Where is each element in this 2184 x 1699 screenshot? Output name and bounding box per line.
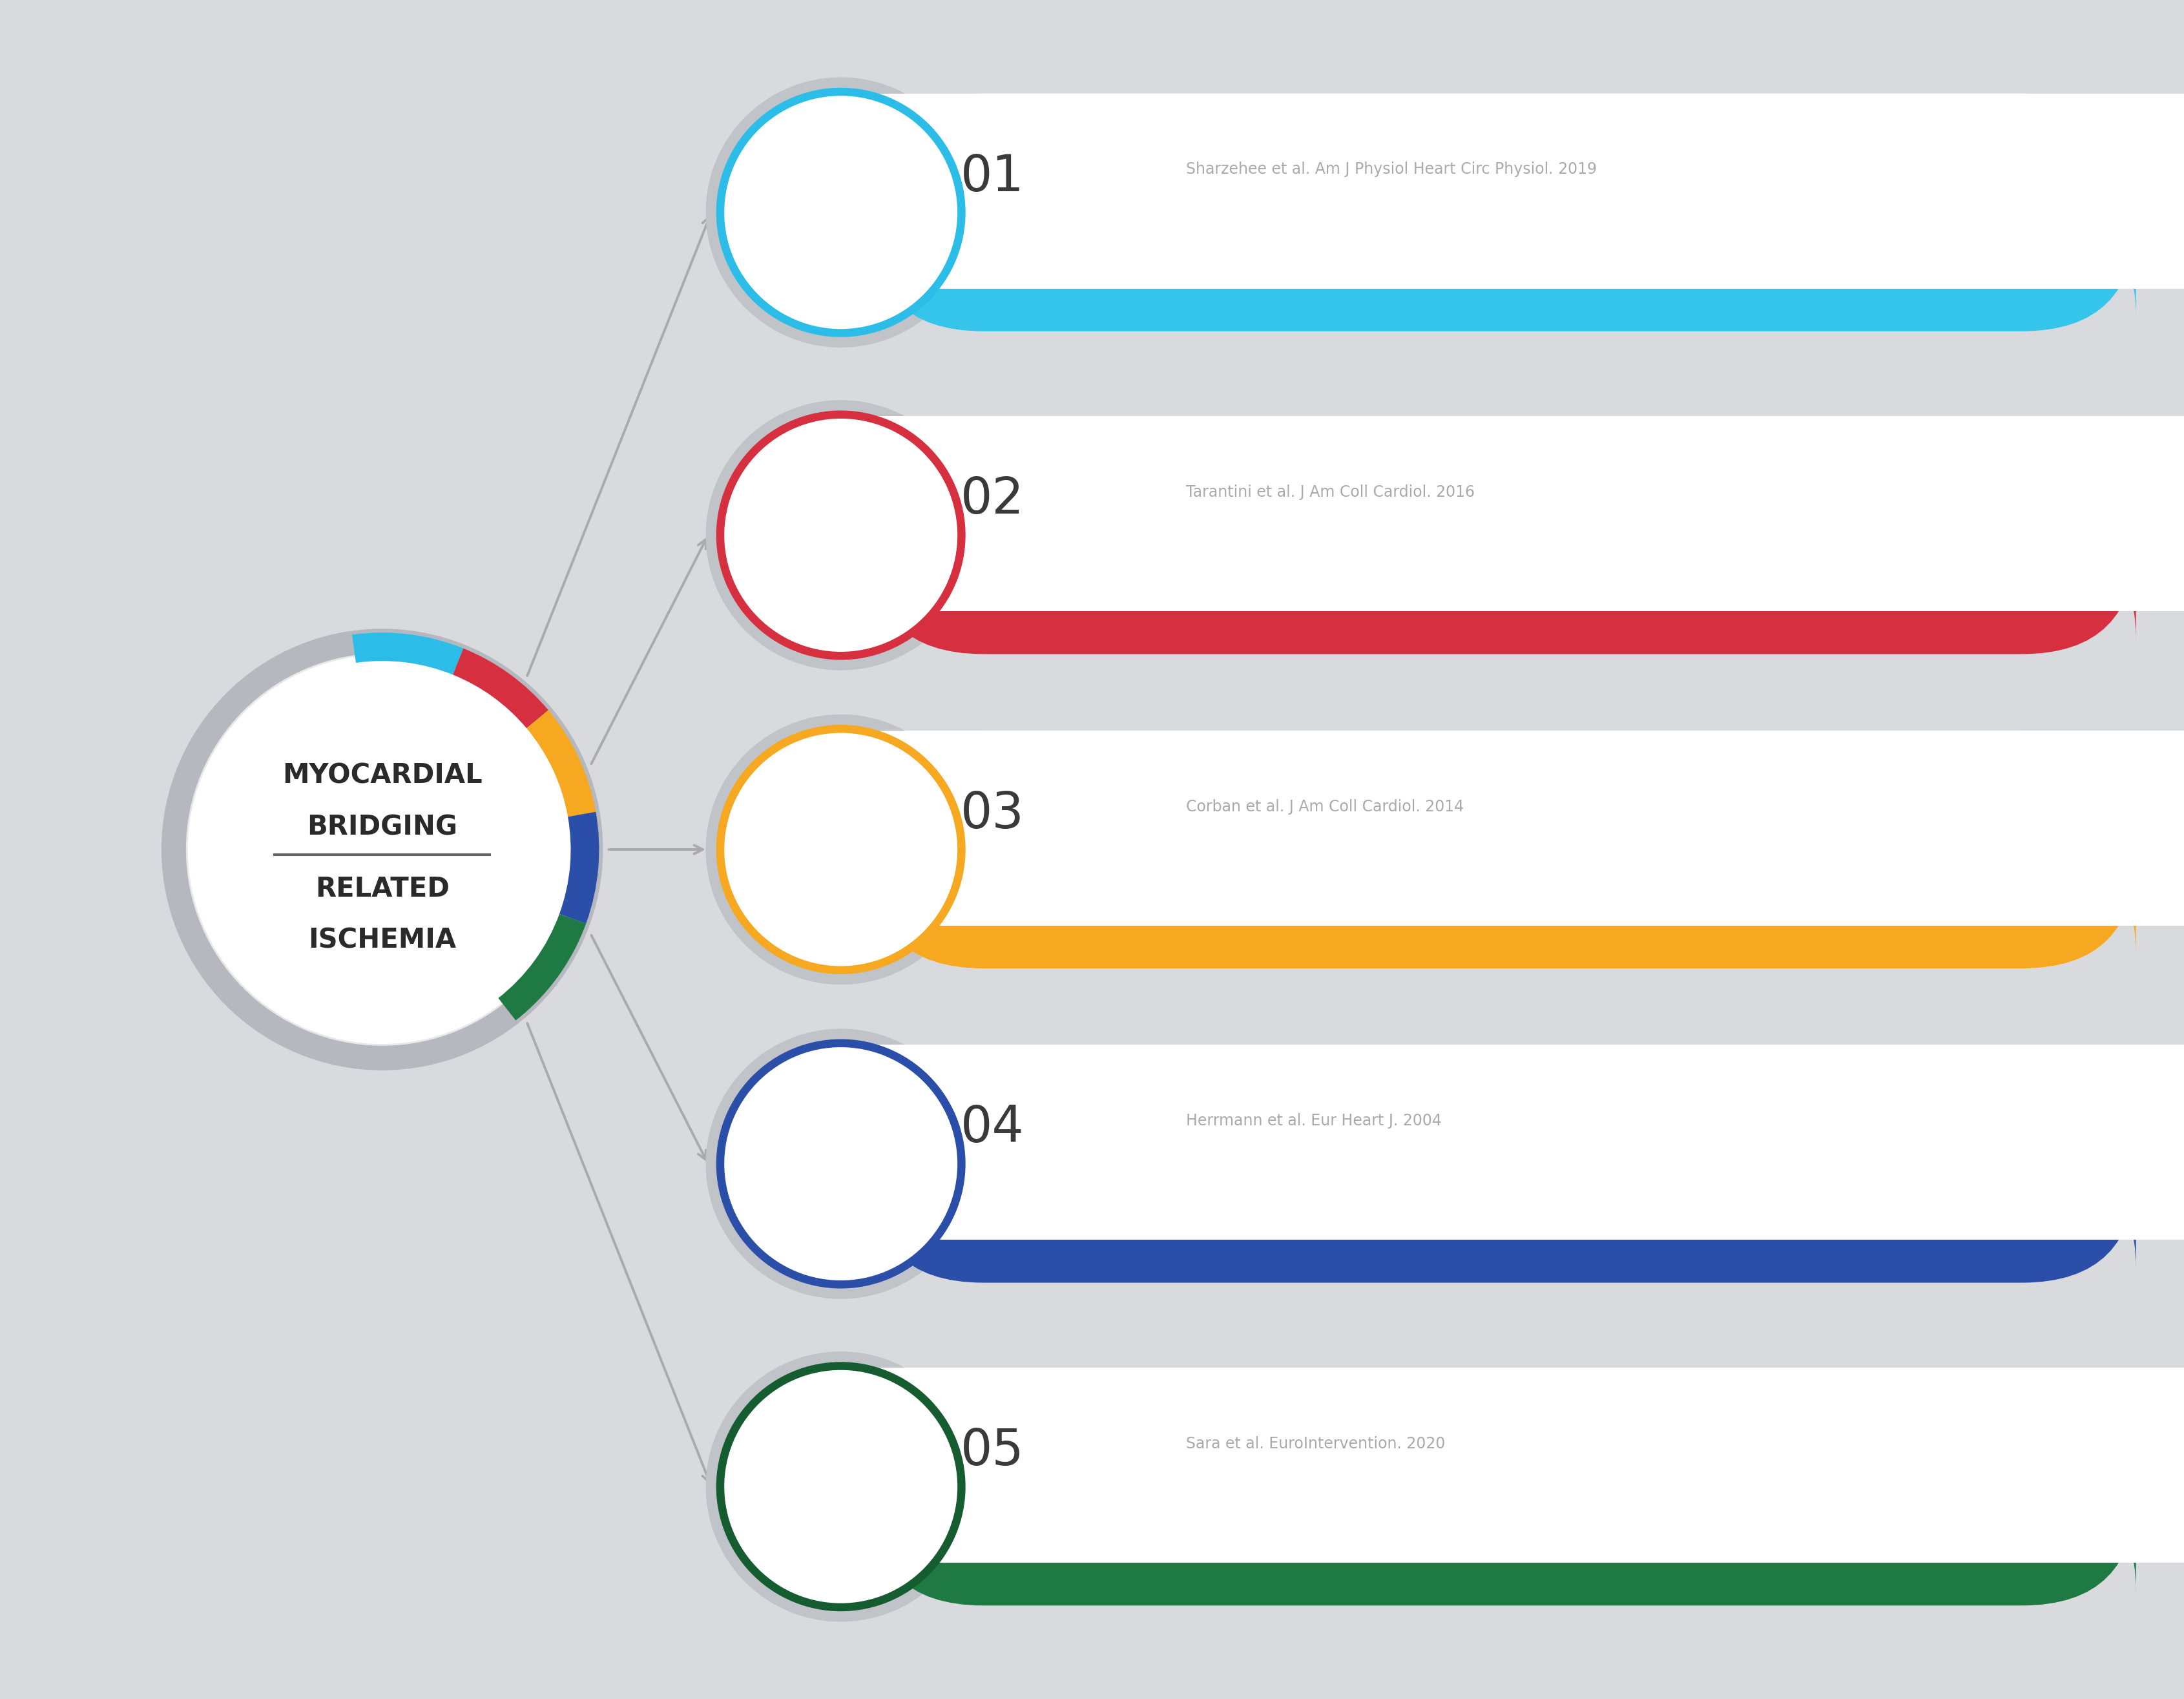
Text: 05: 05 [961,1427,1024,1475]
Text: RELATED: RELATED [314,875,450,902]
Circle shape [721,729,961,970]
Circle shape [721,1366,961,1607]
Text: Tarantini et al. J Am Coll Cardiol. 2016: Tarantini et al. J Am Coll Cardiol. 2016 [1186,484,1474,500]
Bar [804,1368,2184,1563]
Circle shape [705,399,976,671]
FancyBboxPatch shape [869,731,2136,968]
Bar [804,93,2184,289]
Circle shape [705,714,976,985]
FancyBboxPatch shape [869,1045,2136,1283]
Text: 02: 02 [961,476,1024,523]
Text: Sharzehee et al. Am J Physiol Heart Circ Physiol. 2019: Sharzehee et al. Am J Physiol Heart Circ… [1186,161,1597,177]
Text: Microvascular dysfunction: Microvascular dysfunction [983,1512,1487,1546]
Wedge shape [352,632,463,675]
Circle shape [705,76,976,348]
Text: 04: 04 [961,1104,1024,1152]
Wedge shape [559,812,598,924]
Wedge shape [526,710,596,817]
Circle shape [162,629,603,1070]
FancyBboxPatch shape [869,1368,2136,1606]
Wedge shape [498,914,585,1021]
Text: Corban et al. J Am Coll Cardiol. 2014: Corban et al. J Am Coll Cardiol. 2014 [1186,799,1463,814]
Circle shape [721,92,961,333]
Circle shape [705,1028,976,1300]
FancyBboxPatch shape [869,202,2136,331]
FancyBboxPatch shape [869,416,2136,654]
FancyBboxPatch shape [869,839,2136,968]
Bar [804,416,2184,612]
Text: 03: 03 [961,790,1024,838]
Circle shape [721,1043,961,1284]
Bar [804,1045,2184,1240]
Circle shape [705,1351,976,1623]
Bar [804,731,2184,926]
Text: Branch Steal induced by Venturi Effect: Branch Steal induced by Venturi Effect [983,561,1728,595]
Text: Delayed diastolic flow: Delayed diastolic flow [983,238,1404,272]
Circle shape [188,654,577,1045]
Text: Vasomotor disorders: Vasomotor disorders [983,1189,1382,1223]
Text: Herrmann et al. Eur Heart J. 2004: Herrmann et al. Eur Heart J. 2004 [1186,1113,1441,1128]
Circle shape [721,415,961,656]
Text: MYOCARDIAL: MYOCARDIAL [282,763,483,790]
FancyBboxPatch shape [869,525,2136,654]
FancyBboxPatch shape [869,1154,2136,1283]
Text: Sara et al. EuroIntervention. 2020: Sara et al. EuroIntervention. 2020 [1186,1436,1446,1451]
Text: Atherosclerosis proximal to MB: Atherosclerosis proximal to MB [983,875,1583,909]
FancyBboxPatch shape [869,1476,2136,1606]
Wedge shape [452,649,548,729]
Text: 01: 01 [961,153,1024,200]
Text: BRIDGING: BRIDGING [308,814,456,841]
FancyBboxPatch shape [869,93,2136,331]
Text: ISCHEMIA: ISCHEMIA [308,926,456,953]
